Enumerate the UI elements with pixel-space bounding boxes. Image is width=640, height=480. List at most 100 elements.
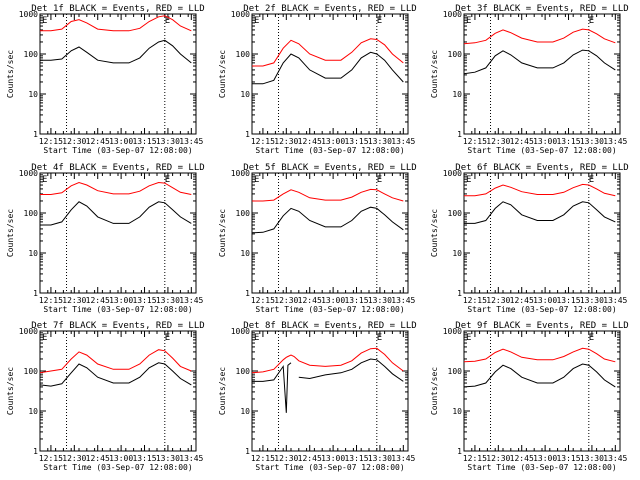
y-axis-label: Counts/sec xyxy=(6,209,15,257)
events-series-line xyxy=(251,206,404,234)
x-axis-label: Start Time (03-Sep-07 12:08:00) xyxy=(255,305,404,314)
x-tick-label: 12:30 xyxy=(274,296,298,305)
x-axis-label: Start Time (03-Sep-07 12:08:00) xyxy=(43,463,192,472)
x-tick-label: 13:45 xyxy=(603,296,627,305)
x-tick-label: 12:30 xyxy=(62,454,86,463)
y-tick-label: 100 xyxy=(236,209,251,218)
y-tick-label: 100 xyxy=(448,367,463,376)
x-axis-label: Start Time (03-Sep-07 12:08:00) xyxy=(467,305,616,314)
y-axis-label: Counts/sec xyxy=(430,50,439,98)
plot-panel: Det 4f BLACK = Events, RED = LLD 1 10 100 10… xyxy=(6,163,205,314)
lld-series-line xyxy=(463,28,616,45)
plot-title: Det 3f BLACK = Events, RED = LLD xyxy=(455,4,628,14)
x-tick-label: 13:45 xyxy=(603,137,627,146)
plot-frame xyxy=(463,172,621,294)
x-tick-label: 13:15 xyxy=(556,137,580,146)
lld-series-line xyxy=(463,347,616,363)
events-series-line xyxy=(463,363,616,388)
plot-frame xyxy=(39,13,197,135)
x-tick-label: 12:45 xyxy=(298,137,322,146)
x-tick-label: 12:45 xyxy=(510,137,534,146)
y-tick-label: 10 xyxy=(240,249,250,258)
y-tick-label: 1000 xyxy=(231,10,250,19)
y-tick-label: 1000 xyxy=(231,169,250,178)
events-series-line xyxy=(252,358,404,413)
x-tick-label: 12:45 xyxy=(510,296,534,305)
y-tick-label: 1000 xyxy=(19,10,38,19)
x-tick-label: 13:00 xyxy=(533,137,557,146)
x-tick-label: 12:15 xyxy=(39,454,63,463)
x-tick-label: 13:00 xyxy=(109,296,133,305)
x-tick-label: 12:45 xyxy=(298,454,322,463)
plot-title: Det 8f BLACK = Events, RED = LLD xyxy=(243,321,416,331)
x-tick-label: 12:15 xyxy=(463,137,487,146)
y-tick-label: 1000 xyxy=(19,169,38,178)
x-tick-label: 13:00 xyxy=(109,137,133,146)
y-tick-label: 1 xyxy=(457,447,462,456)
y-tick-label: 10 xyxy=(28,249,38,258)
x-tick-label: 12:15 xyxy=(39,137,63,146)
x-tick-label: 13:45 xyxy=(603,454,627,463)
plot-title: Det 4f BLACK = Events, RED = LLD xyxy=(31,163,204,173)
plot-title: Det 7f BLACK = Events, RED = LLD xyxy=(31,321,204,331)
y-tick-label: 1000 xyxy=(443,10,462,19)
e-marker: E xyxy=(466,333,471,343)
x-axis-label: Start Time (03-Sep-07 12:08:00) xyxy=(43,305,192,314)
x-tick-label: 13:15 xyxy=(344,296,368,305)
lld-series-line xyxy=(40,15,192,32)
plot-title: Det 6f BLACK = Events, RED = LLD xyxy=(455,163,628,173)
x-tick-label: 13:30 xyxy=(368,454,392,463)
events-series-line xyxy=(464,201,616,224)
plot-panel: Det 2f BLACK = Events, RED = LLD 1 10 100 10… xyxy=(218,4,417,155)
y-tick-label: 100 xyxy=(448,209,463,218)
x-tick-label: 12:45 xyxy=(86,454,110,463)
x-tick-label: 13:30 xyxy=(580,296,604,305)
x-tick-label: 12:45 xyxy=(86,137,110,146)
x-tick-label: 12:15 xyxy=(251,137,275,146)
y-axis-label: Counts/sec xyxy=(218,209,227,257)
y-axis-label: Counts/sec xyxy=(430,367,439,415)
x-tick-label: 13:15 xyxy=(132,454,156,463)
e-marker: E xyxy=(254,333,259,343)
plot-title: Det 9f BLACK = Events, RED = LLD xyxy=(455,321,628,331)
y-tick-label: 1 xyxy=(457,289,462,298)
y-tick-label: 1000 xyxy=(231,327,250,336)
y-tick-label: 100 xyxy=(24,367,39,376)
lld-series-line xyxy=(464,183,616,197)
x-axis-label: Start Time (03-Sep-07 12:08:00) xyxy=(43,146,192,155)
events-series-line xyxy=(39,362,192,387)
e-marker: E xyxy=(165,175,170,185)
x-tick-label: 12:15 xyxy=(251,296,275,305)
y-tick-label: 10 xyxy=(452,249,462,258)
x-tick-label: 13:30 xyxy=(156,296,180,305)
x-tick-label: 12:30 xyxy=(486,296,510,305)
x-axis-label: Start Time (03-Sep-07 12:08:00) xyxy=(255,463,404,472)
y-tick-label: 1000 xyxy=(19,327,38,336)
x-tick-label: 13:00 xyxy=(109,454,133,463)
x-tick-label: 12:45 xyxy=(86,296,110,305)
e-marker: E xyxy=(589,333,594,343)
y-tick-label: 100 xyxy=(448,50,463,59)
x-tick-label: 12:45 xyxy=(510,454,534,463)
x-tick-label: 13:15 xyxy=(132,296,156,305)
y-tick-label: 1000 xyxy=(443,169,462,178)
y-axis-label: Counts/sec xyxy=(218,367,227,415)
plot-panel: Det 8f BLACK = Events, RED = LLD 1 10 100 10… xyxy=(218,321,417,472)
y-tick-label: 1 xyxy=(33,289,38,298)
e-marker: E xyxy=(254,175,259,185)
y-tick-label: 10 xyxy=(452,407,462,416)
e-marker: E xyxy=(165,16,170,26)
plot-frame xyxy=(251,330,409,452)
e-marker: E xyxy=(42,333,47,343)
x-tick-label: 12:15 xyxy=(251,454,275,463)
x-tick-label: 13:15 xyxy=(132,137,156,146)
x-tick-label: 13:30 xyxy=(580,454,604,463)
plot-panel: Det 6f BLACK = Events, RED = LLD 1 10 100 10… xyxy=(430,163,629,314)
x-tick-label: 13:00 xyxy=(321,137,345,146)
y-axis-label: Counts/sec xyxy=(6,50,15,98)
plot-frame xyxy=(463,330,621,452)
x-tick-label: 13:30 xyxy=(156,137,180,146)
x-tick-label: 12:30 xyxy=(486,454,510,463)
lld-series-line xyxy=(40,181,192,195)
